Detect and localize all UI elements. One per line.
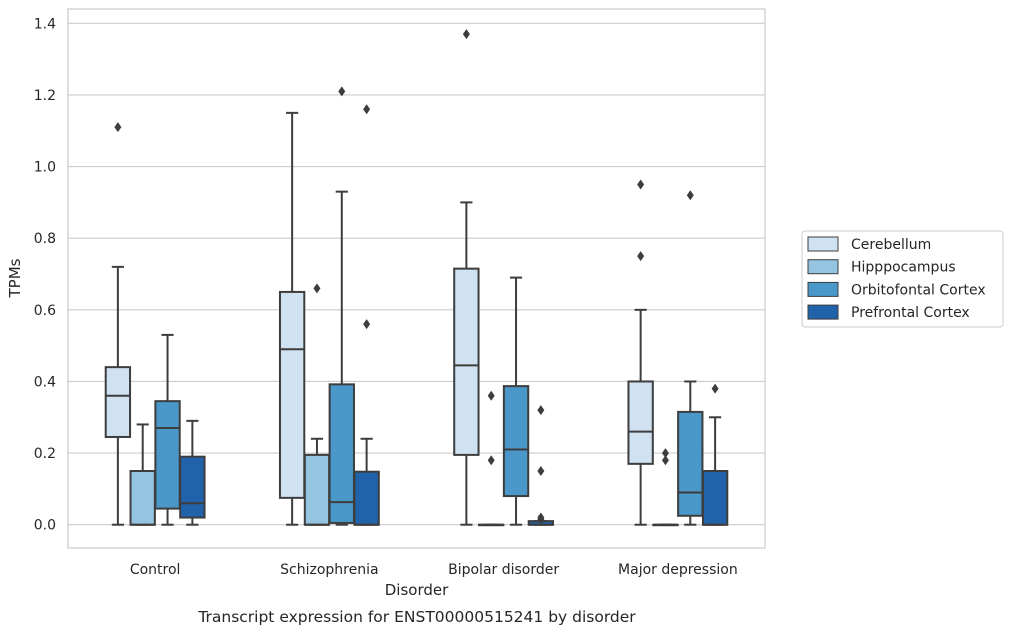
- box-group: [652, 448, 679, 527]
- box-group: [104, 122, 132, 526]
- legend-frame: [801, 230, 1004, 328]
- box: [677, 410, 704, 517]
- box: [328, 383, 355, 524]
- outlier-point: [487, 455, 495, 466]
- y-tick-label: 0.0: [34, 518, 56, 534]
- outlier-point: [661, 448, 669, 459]
- outlier-point: [363, 319, 371, 330]
- box: [303, 453, 331, 526]
- box: [179, 455, 206, 519]
- outlier-point: [313, 283, 321, 294]
- box-group: [527, 405, 555, 526]
- box-group: [453, 29, 480, 526]
- outlier-point: [462, 29, 470, 40]
- outlier-point: [363, 104, 371, 115]
- legend-label: Hipppocampus: [851, 260, 956, 276]
- x-axis-title: Disorder: [385, 581, 449, 599]
- legend: Cerebellum Hipppocampus Orbitofontal Corte…: [801, 230, 1004, 328]
- box-layer: [104, 29, 729, 527]
- y-tick-labels: 0.0 0.2 0.4 0.6 0.8 1.0 1.2 1.4: [34, 16, 56, 533]
- y-axis-title: TPMs: [6, 258, 24, 298]
- box: [154, 400, 181, 510]
- outlier-point: [338, 86, 346, 97]
- plot-frame: [67, 8, 766, 549]
- legend-swatch: [807, 259, 839, 275]
- legend-swatch: [807, 281, 839, 297]
- box-group: [179, 419, 206, 526]
- x-tick-labels: Control Schizophrenia Bipolar disorder Majo…: [130, 562, 738, 578]
- outlier-point: [537, 466, 545, 476]
- outlier-point: [637, 251, 645, 262]
- y-tick-label: 1.0: [34, 160, 56, 176]
- box-group: [328, 86, 355, 526]
- box-group: [129, 423, 156, 526]
- grid-lines: [68, 22, 765, 526]
- box-group: [502, 276, 530, 526]
- y-tick-label: 1.4: [34, 16, 56, 32]
- outlier-point: [537, 405, 545, 416]
- box: [627, 380, 654, 465]
- box-group: [478, 390, 505, 527]
- x-tick-label: Major depression: [618, 562, 738, 578]
- legend-label: Cerebellum: [851, 237, 931, 253]
- y-tick-label: 0.6: [34, 303, 56, 319]
- legend-swatch: [807, 304, 839, 320]
- y-tick-label: 0.4: [34, 374, 56, 390]
- box-group: [303, 283, 331, 526]
- legend-swatch: [807, 236, 839, 252]
- outlier-point: [487, 390, 495, 401]
- box-group: [278, 111, 306, 526]
- box: [353, 470, 380, 526]
- y-tick-label: 1.2: [34, 88, 56, 104]
- box-group: [627, 179, 654, 526]
- box-group: [353, 104, 380, 526]
- box: [129, 470, 156, 526]
- box-group: [154, 333, 181, 526]
- box: [502, 385, 530, 498]
- y-tick-label: 0.8: [34, 231, 56, 247]
- x-tick-label: Schizophrenia: [280, 562, 378, 578]
- box-group: [701, 383, 729, 526]
- legend-label: Prefrontal Cortex: [851, 305, 970, 321]
- x-tick-label: Bipolar disorder: [448, 562, 559, 578]
- box: [278, 290, 306, 499]
- chart-caption: Transcript expression for ENST0000051524…: [197, 608, 636, 626]
- box: [104, 366, 132, 438]
- y-tick-label: 0.2: [34, 446, 56, 462]
- legend-label: Orbitofontal Cortex: [851, 282, 986, 298]
- legend-items: Cerebellum Hipppocampus Orbitofontal Corte…: [807, 236, 986, 321]
- box: [453, 267, 480, 456]
- outlier-point: [537, 512, 545, 523]
- outlier-point: [637, 179, 645, 190]
- x-tick-label: Control: [130, 562, 181, 578]
- outlier-point: [114, 122, 122, 133]
- outlier-point: [711, 383, 719, 394]
- box: [701, 470, 729, 526]
- outlier-point: [661, 455, 669, 466]
- outlier-point: [686, 190, 694, 201]
- box-group: [677, 190, 704, 526]
